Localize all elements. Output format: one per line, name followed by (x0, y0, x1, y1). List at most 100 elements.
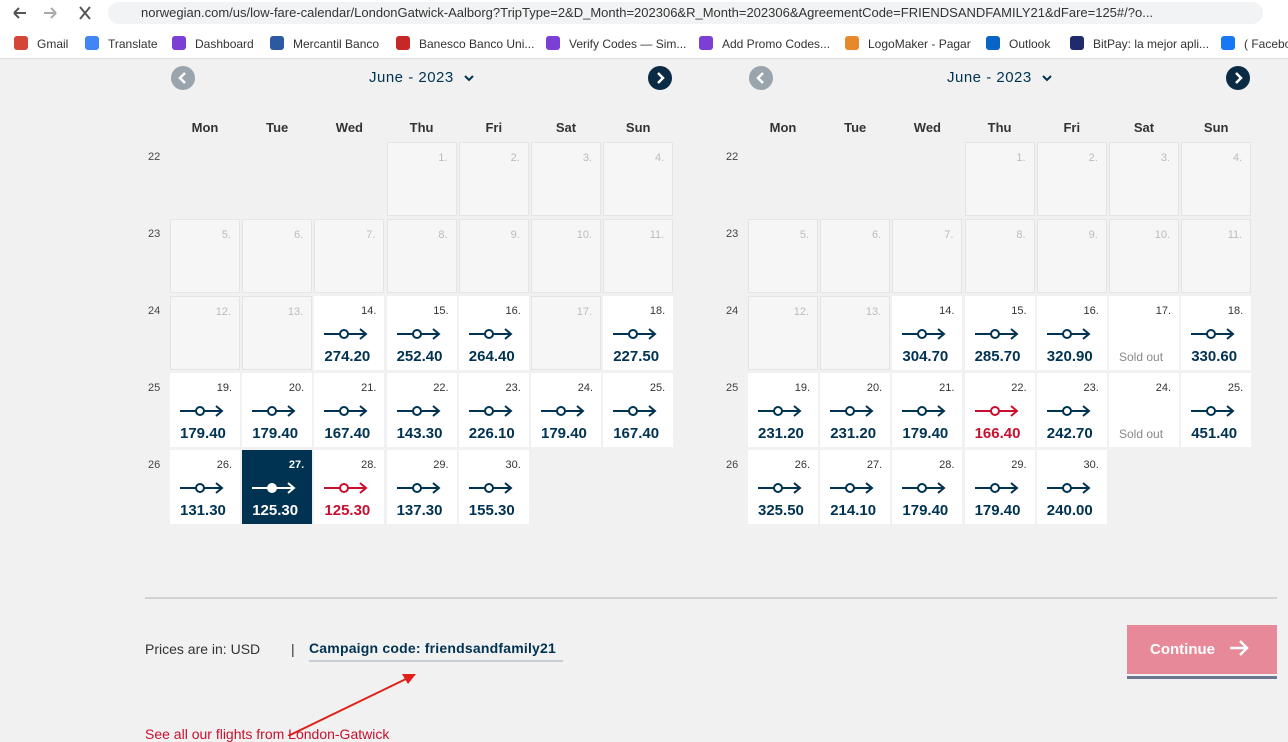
day-cell[interactable]: 17. Sold out (1109, 296, 1179, 370)
day-cell[interactable]: 30. 155.30 (458, 450, 529, 524)
day-number: 26. (216, 459, 232, 471)
day-cell[interactable]: 23. 226.10 (458, 373, 529, 447)
day-number: 16. (1083, 305, 1099, 317)
day-cell[interactable]: 25. 167.40 (603, 373, 674, 447)
campaign-code[interactable]: Campaign code: friendsandfamily21 (309, 640, 556, 656)
day-cell[interactable]: 21. 167.40 (314, 373, 385, 447)
day-cell[interactable]: 29. 179.40 (964, 450, 1035, 524)
day-cell[interactable]: 26. 325.50 (748, 450, 818, 524)
bookmark[interactable]: Translate (108, 37, 158, 51)
address-bar[interactable] (108, 2, 1263, 24)
day-number: 4. (655, 152, 665, 164)
bookmark-icon[interactable] (396, 36, 410, 50)
day-cell[interactable]: 21. 179.40 (892, 373, 963, 447)
price: 155.30 (468, 502, 515, 519)
day-cell[interactable]: 18. 330.60 (1181, 296, 1252, 370)
nav-buttons[interactable] (10, 5, 100, 21)
bookmark[interactable]: Add Promo Codes... (722, 37, 831, 51)
separator: | (291, 641, 295, 657)
next-month[interactable] (648, 66, 672, 90)
bookmark[interactable]: Dashboard (195, 37, 254, 51)
day-cell[interactable]: 16. 264.40 (458, 296, 529, 370)
prev-month[interactable] (171, 66, 195, 90)
week-number: 25 (148, 382, 161, 394)
next-month[interactable] (1226, 66, 1250, 90)
day-number: 22. (1011, 382, 1027, 394)
price: 231.20 (830, 425, 877, 442)
day-number: 27. (288, 459, 305, 471)
day-cell: 10. (531, 219, 601, 293)
bookmark[interactable]: BitPay: la mejor apli... (1093, 37, 1210, 51)
day-number: 4. (1233, 152, 1243, 164)
bookmark-icon[interactable] (14, 36, 28, 50)
day-cell[interactable]: 22. 166.40 (964, 373, 1035, 447)
bookmark[interactable]: Mercantil Banco (293, 37, 380, 51)
day-cell[interactable]: 19. 179.40 (170, 373, 240, 447)
flights-link[interactable]: See all our flights from London-Gatwick (145, 726, 390, 742)
day-cell[interactable]: 28. 125.30 (314, 450, 385, 524)
price: 304.70 (902, 348, 949, 365)
day-cell[interactable]: 22. 143.30 (386, 373, 457, 447)
bookmark[interactable]: ( Facebo (1244, 37, 1288, 51)
day-cell[interactable]: 19. 231.20 (748, 373, 818, 447)
day-number: 2. (510, 152, 520, 164)
day-number: 15. (433, 305, 449, 317)
weekday: Mon (769, 120, 797, 135)
bookmark[interactable]: Outlook (1009, 37, 1051, 51)
bookmark[interactable]: Banesco Banco Uni... (419, 37, 535, 51)
bookmark-icon[interactable] (1070, 36, 1084, 50)
day-cell: 17. (531, 296, 601, 370)
day-cell[interactable]: 16. 320.90 (1036, 296, 1107, 370)
day-number: 10. (1154, 229, 1170, 241)
day-cell[interactable]: 27. 125.30 (242, 450, 313, 524)
prev-month[interactable] (749, 66, 773, 90)
weekday: Thu (409, 120, 434, 135)
day-cell[interactable]: 24. Sold out (1109, 373, 1179, 447)
day-cell[interactable]: 28. 179.40 (892, 450, 963, 524)
day-cell[interactable]: 27. 214.10 (820, 450, 891, 524)
week-number: 26 (148, 459, 161, 471)
bookmark[interactable]: Gmail (37, 37, 69, 51)
day-number: 11. (649, 229, 665, 241)
day-cell[interactable]: 14. 274.20 (314, 296, 385, 370)
bookmark-icon[interactable] (172, 36, 186, 50)
day-cell[interactable]: 30. 240.00 (1036, 450, 1107, 524)
month-label[interactable]: June - 2023 (947, 69, 1032, 86)
day-cell[interactable]: 18. 227.50 (603, 296, 674, 370)
bookmark[interactable]: LogoMaker - Pagar (868, 37, 971, 51)
day-cell[interactable]: 29. 137.30 (386, 450, 457, 524)
week-number: 26 (726, 459, 739, 471)
bookmark-icon[interactable] (1221, 36, 1235, 50)
day-cell[interactable]: 14. 304.70 (892, 296, 963, 370)
day-cell[interactable]: 15. 285.70 (964, 296, 1035, 370)
day-cell[interactable]: 23. 242.70 (1036, 373, 1107, 447)
day-cell: 4. (1181, 142, 1252, 216)
day-number: 18. (1227, 305, 1244, 317)
day-number: 7. (366, 229, 376, 241)
continue-button[interactable] (1127, 625, 1277, 674)
day-cell[interactable]: 25. 451.40 (1181, 373, 1252, 447)
bookmark-icon[interactable] (986, 36, 1000, 50)
bookmark[interactable]: Verify Codes — Sim... (569, 37, 687, 51)
bookmark-icon[interactable] (845, 36, 859, 50)
day-cell[interactable]: 20. 179.40 (242, 373, 313, 447)
bookmark-icon[interactable] (546, 36, 560, 50)
day-cell[interactable]: 20. 231.20 (820, 373, 891, 447)
day-cell: 10. (1109, 219, 1179, 293)
bookmark-icon[interactable] (85, 36, 99, 50)
bookmark-icon[interactable] (270, 36, 284, 50)
day-number: 6. (872, 229, 882, 241)
day-cell: 2. (458, 142, 529, 216)
url[interactable]: norwegian.com/us/low-fare-calendar/Londo… (141, 5, 1154, 20)
day-cell[interactable]: 24. 179.40 (531, 373, 601, 447)
week-number: 24 (726, 305, 739, 317)
day-cell[interactable]: 15. 252.40 (386, 296, 457, 370)
day-cell[interactable]: 26. 131.30 (170, 450, 240, 524)
browser-chrome: norwegian.com/us/low-fare-calendar/Londo… (0, 0, 1288, 59)
month-label[interactable]: June - 2023 (369, 69, 454, 86)
bookmark-icon[interactable] (699, 36, 713, 50)
price: 231.20 (758, 425, 804, 442)
day-number: 19. (794, 382, 810, 394)
continue-label[interactable]: Continue (1150, 641, 1215, 658)
